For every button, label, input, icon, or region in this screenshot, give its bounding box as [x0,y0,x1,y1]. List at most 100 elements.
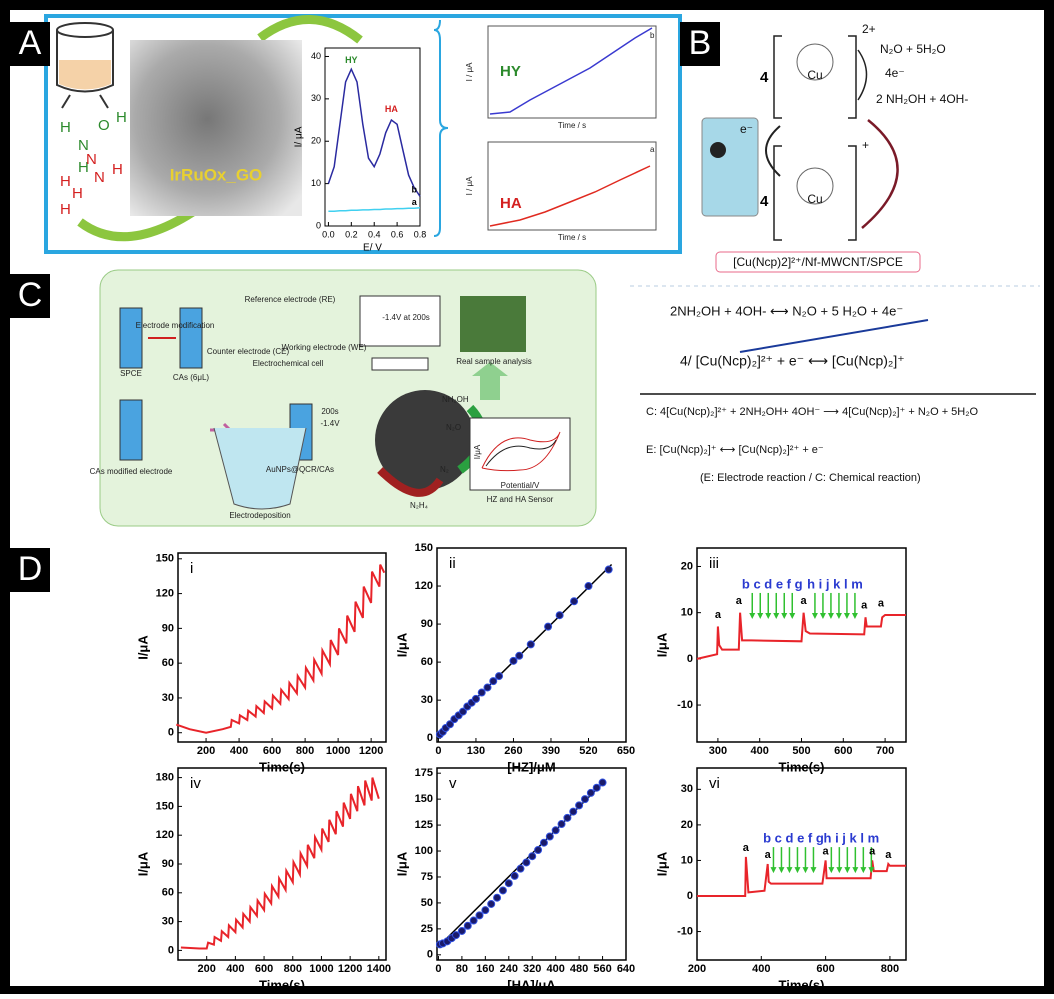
data-point [495,672,504,681]
x-axis-label: E/ V [363,243,382,254]
schematic-label: NH₂OH [442,395,469,404]
panel-label: C [18,276,43,314]
data-point [515,651,524,660]
y-tick-label: 150 [156,800,174,812]
inset-ha: HA Time / s I / μA a [465,141,657,242]
arrow-head [868,867,875,874]
panel-label: A [19,24,42,62]
data-point [586,788,595,797]
panel-a-box [44,14,682,254]
reaction: E: [Cu(Ncp)₂]⁺ ⟷ [Cu(Ncp)₂]²⁺ + e⁻ [646,444,824,456]
annotation: b c d e f g [763,831,824,846]
data-point [457,926,466,935]
y-tick-label: 150 [415,793,433,805]
annotation: a [765,849,772,861]
y-tick-label: 40 [311,51,321,61]
atom: H [78,159,89,176]
schematic-label: HZ and HA Sensor [487,495,554,504]
data-point [510,871,519,880]
x-tick-label: 800 [296,745,314,757]
data-point [570,597,579,606]
data-point [551,826,560,835]
y-tick-label: 175 [415,767,433,779]
y-tick-label: 30 [162,916,174,928]
arrow-head [851,612,858,619]
data-point [489,677,498,686]
panel-label: D [18,550,43,588]
annotation: a [869,845,876,857]
arrow-head [852,867,859,874]
arrow-head [810,867,817,874]
x-tick-label: 320 [523,963,541,975]
arrow-head [765,612,772,619]
inset-curve-label: b [650,31,655,40]
data-point [534,845,543,854]
y-tick-label: 60 [162,657,174,669]
panel-label-box [680,22,720,66]
y-tick-label: 0 [427,732,433,744]
data-line [180,777,380,950]
x-tick-label: 200 [198,963,216,975]
electrons: 4e⁻ [885,66,905,80]
panel-numeral: v [449,775,457,792]
plot-frame [696,767,907,961]
data-point [471,694,480,703]
y-tick-label: 60 [162,887,174,899]
data-point [592,783,601,792]
arrow-head [789,612,796,619]
x-tick-label: 400 [752,963,770,975]
y-tick-label: 20 [681,560,693,572]
y-tick-label: 30 [421,694,433,706]
coefficient: 4 [760,193,769,210]
brace [433,19,449,129]
data-point [498,886,507,895]
annotation: a [412,197,418,207]
data-point [493,893,502,902]
complex-bottom: Cu 4 + [760,138,869,241]
data-point [516,864,525,873]
brace [433,127,449,237]
schematic-label: CAs modified electrode [90,467,173,476]
x-tick-label: 600 [255,963,273,975]
y-tick-label: 10 [681,854,693,866]
arrow-head [770,867,777,874]
panel-label-box [10,22,50,66]
y-tick-label: 75 [421,871,433,883]
y-tick-label: 30 [311,93,321,103]
hydrazine: H N H N H H [60,151,123,218]
schematic-label: Potential/V [501,481,540,490]
reaction: (E: Electrode reaction / C: Chemical rea… [700,472,921,484]
x-tick-label: 520 [579,745,597,757]
x-tick-label: 300 [709,745,727,757]
data-line [175,564,386,734]
x-tick-label: 130 [467,745,485,757]
plot-frame [324,47,421,227]
data-point [569,807,578,816]
y-tick-label: -10 [677,925,693,937]
arrow [739,319,929,353]
y-tick-label: 60 [421,656,433,668]
panel-label-box [10,274,50,318]
y-tick-label: 180 [156,772,174,784]
x-tick-label: 1200 [338,963,362,975]
schematic-label: 200s [321,407,338,416]
schematic-label: -1.4V at 200s [382,313,430,322]
x-tick-label: 1200 [359,745,383,757]
inset-frame [487,25,657,119]
arrow-head [843,612,850,619]
data-point [463,921,472,930]
data-point [584,582,593,591]
x-tick-label: 0.4 [368,229,381,239]
schematic-label: SPCE [120,369,142,378]
y-tick-label: 30 [681,783,693,795]
arrow-head [819,612,826,619]
annotation: a [715,609,722,621]
charge: + [862,138,869,152]
annotation: a [861,600,868,612]
y-axis-label: I/μA [135,851,150,876]
schematic-label: Electrochemical cell [253,359,324,368]
annotation: b c d e f g [742,576,803,591]
arrow [765,125,781,177]
x-tick-label: 200 [688,963,706,975]
schematic-label: N₂O [446,423,461,432]
